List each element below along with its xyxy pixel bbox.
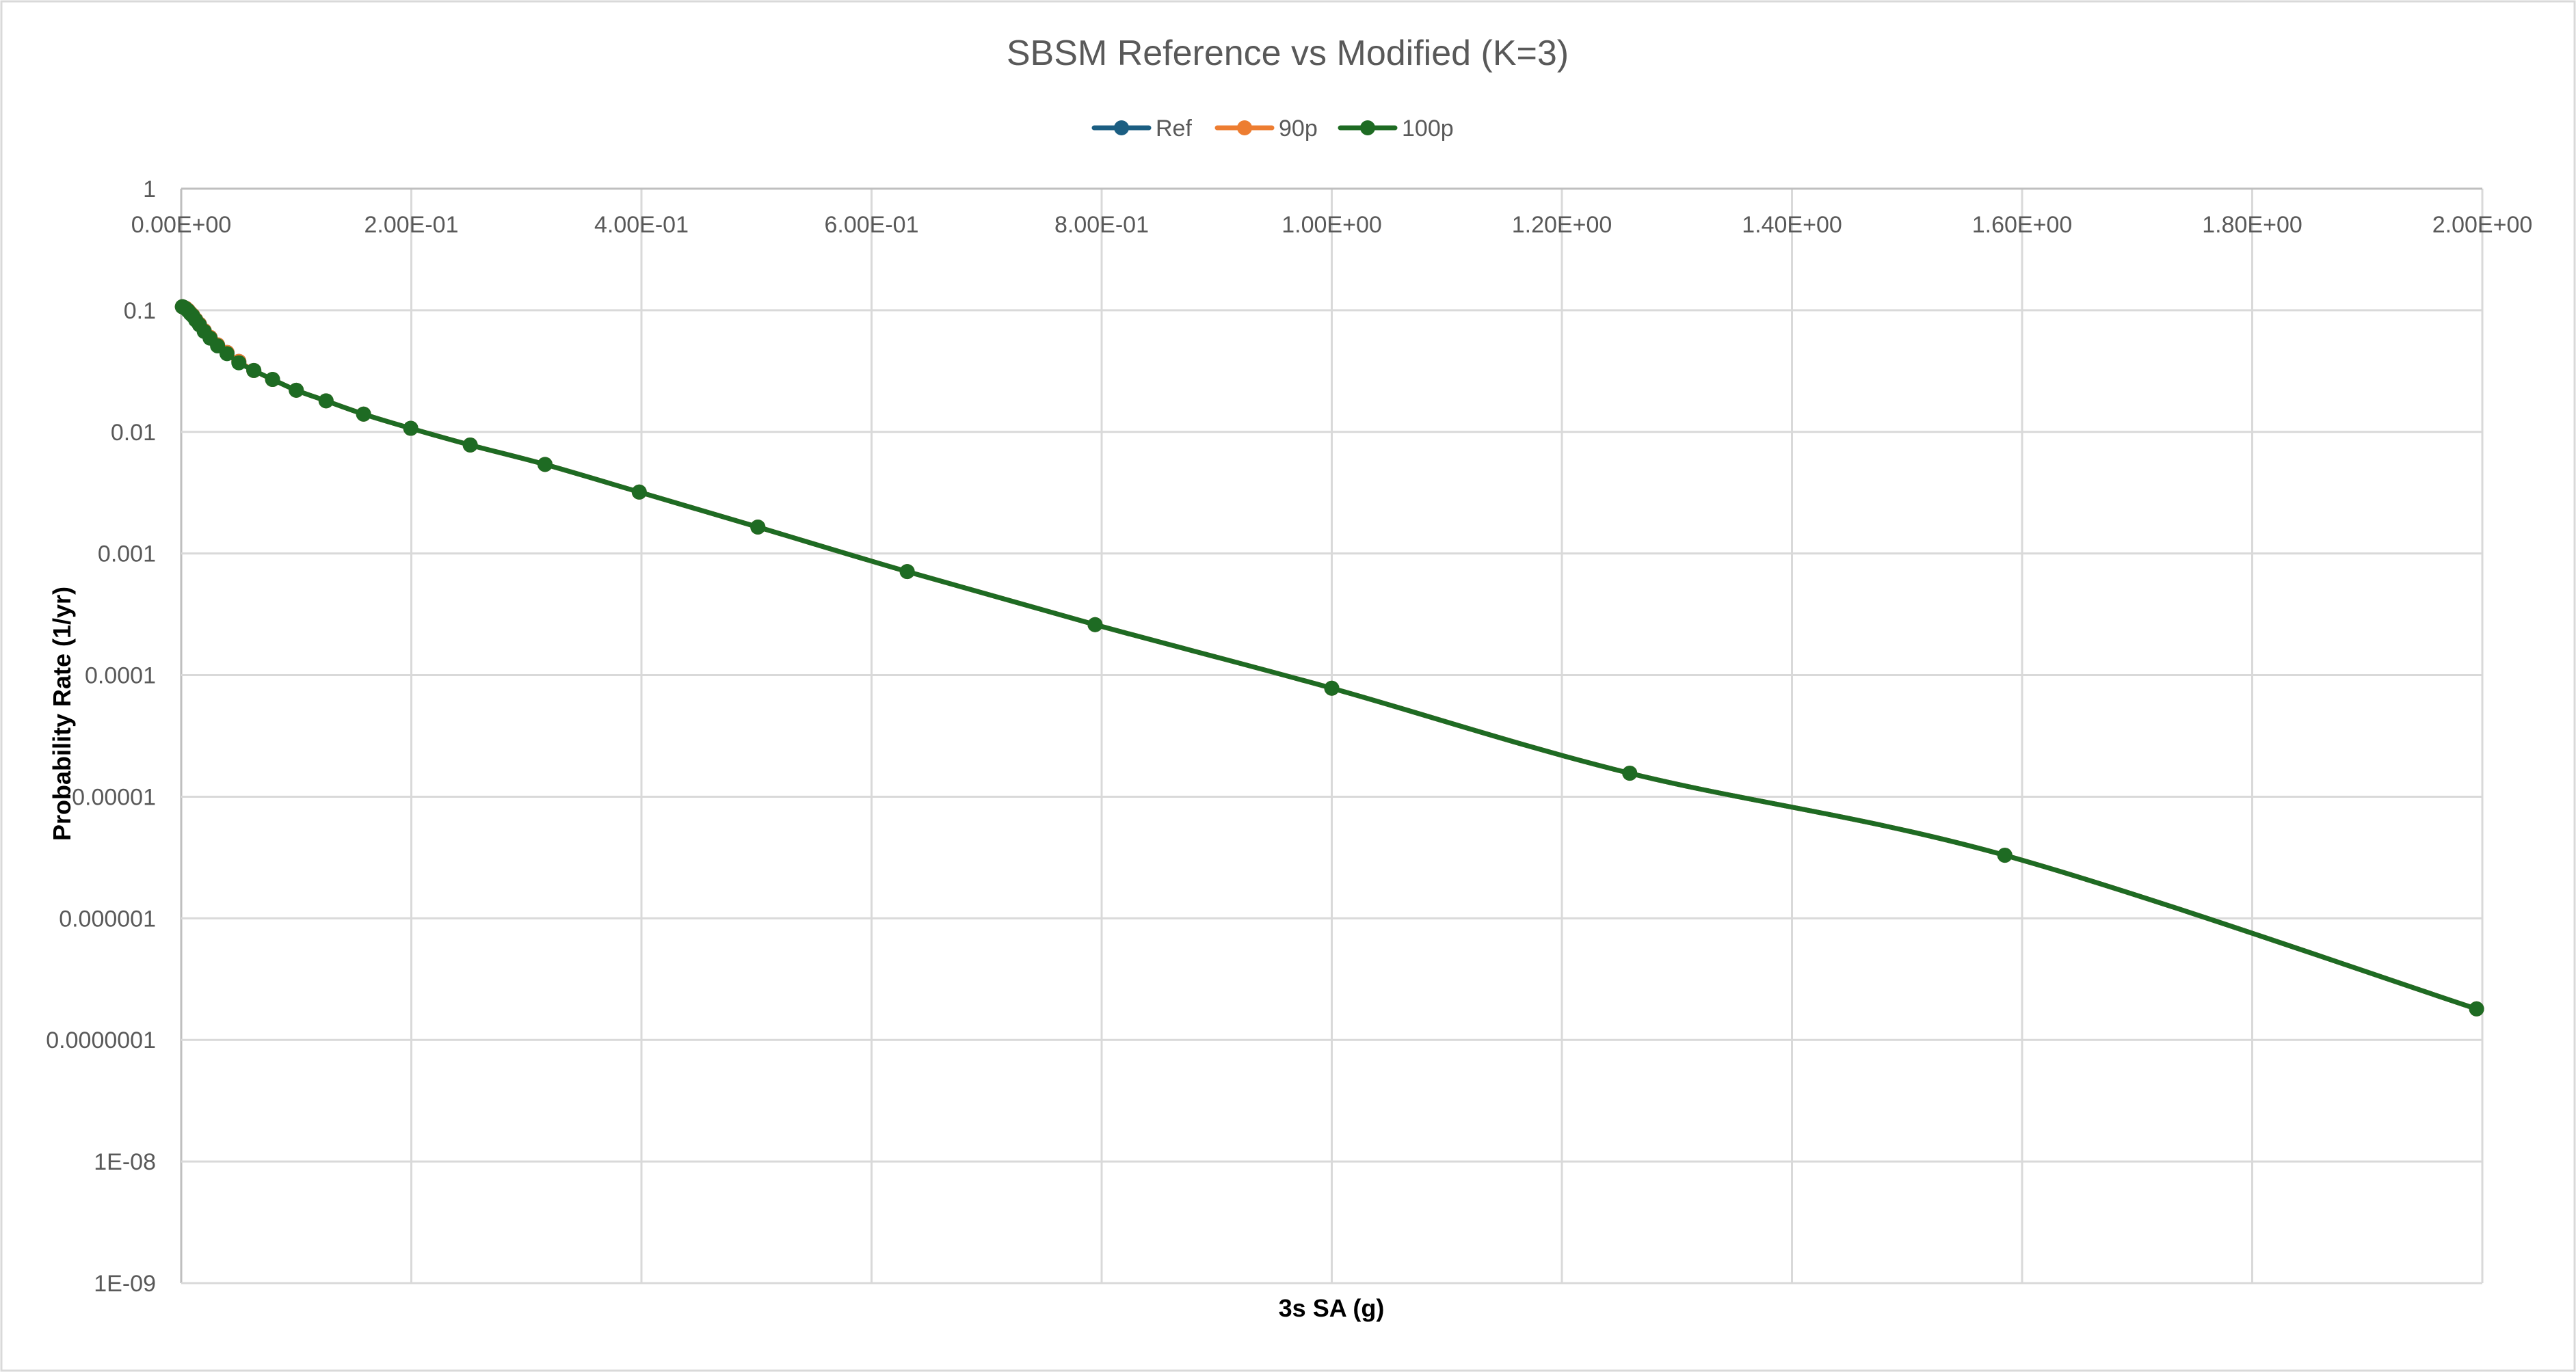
- legend-label: Ref: [1156, 116, 1192, 142]
- x-tick-label: 6.00E-01: [825, 212, 919, 238]
- y-tick-label: 1E-08: [94, 1149, 156, 1175]
- data-point-100p: [1324, 680, 1340, 696]
- x-tick-label: 1.60E+00: [1972, 212, 2073, 238]
- legend-marker-icon: [1360, 120, 1375, 135]
- y-tick-label: 1: [143, 176, 156, 202]
- y-tick-label: 0.00001: [72, 784, 156, 810]
- series-group: [174, 299, 2484, 1017]
- data-point-100p: [265, 372, 280, 388]
- data-point-100p: [246, 362, 262, 378]
- x-tick-label: 1.40E+00: [1742, 212, 1842, 238]
- y-tick-label: 0.0001: [85, 663, 156, 689]
- data-point-100p: [356, 406, 371, 422]
- legend-label: 100p: [1402, 116, 1454, 142]
- x-tick-label: 1.20E+00: [1512, 212, 1612, 238]
- x-tick-label: 1.00E+00: [1282, 212, 1382, 238]
- y-axis-label: Probability Rate (1/yr): [48, 587, 76, 841]
- legend-item-ref: Ref: [1091, 116, 1192, 142]
- y-tick-label: 0.000001: [59, 906, 156, 932]
- data-point-100p: [318, 393, 334, 409]
- data-point-100p: [750, 519, 766, 535]
- data-point-100p: [462, 437, 478, 453]
- grid: [180, 187, 2484, 1284]
- data-point-100p: [1622, 766, 1638, 781]
- data-point-100p: [537, 457, 553, 472]
- x-axis-label: 3s SA (g): [1279, 1294, 1385, 1322]
- y-tick-label: 0.001: [98, 541, 156, 567]
- x-tick-label: 2.00E+00: [2432, 212, 2533, 238]
- data-point-100p: [631, 484, 647, 500]
- y-tick-label: 0.01: [111, 420, 156, 446]
- y-tick-label: 0.0000001: [46, 1027, 156, 1053]
- data-point-100p: [899, 564, 915, 580]
- data-point-100p: [1997, 848, 2013, 863]
- x-axis-ticks: 0.00E+00 2.00E-01 4.00E-01 6.00E-01 8.00E-01…: [131, 212, 2533, 238]
- data-point-100p: [1087, 617, 1103, 632]
- x-tick-label: 2.00E-01: [364, 212, 459, 238]
- y-tick-label: 0.1: [124, 298, 156, 324]
- data-point-100p: [289, 382, 304, 398]
- data-point-100p: [2469, 1001, 2484, 1017]
- legend-marker-icon: [1114, 120, 1129, 135]
- x-tick-label: 0.00E+00: [131, 212, 232, 238]
- legend-label: 90p: [1279, 116, 1318, 142]
- legend-marker-icon: [1237, 120, 1252, 135]
- data-point-100p: [231, 355, 247, 371]
- legend: Ref 90p 100p: [1091, 116, 1454, 142]
- x-tick-label: 8.00E-01: [1054, 212, 1149, 238]
- chart-title: SBSM Reference vs Modified (K=3): [1007, 33, 1569, 73]
- series-100p: [174, 299, 2484, 1017]
- y-axis-ticks: 1 0.1 0.01 0.001 0.0001 0.00001 0.000001 0.0000…: [46, 176, 156, 1297]
- x-tick-label: 1.80E+00: [2202, 212, 2302, 238]
- y-tick-label: 1E-09: [94, 1271, 156, 1297]
- x-tick-label: 4.00E-01: [594, 212, 689, 238]
- legend-item-100p: 100p: [1338, 116, 1454, 142]
- legend-item-90p: 90p: [1214, 116, 1318, 142]
- data-point-100p: [403, 420, 419, 436]
- data-point-100p: [219, 346, 235, 362]
